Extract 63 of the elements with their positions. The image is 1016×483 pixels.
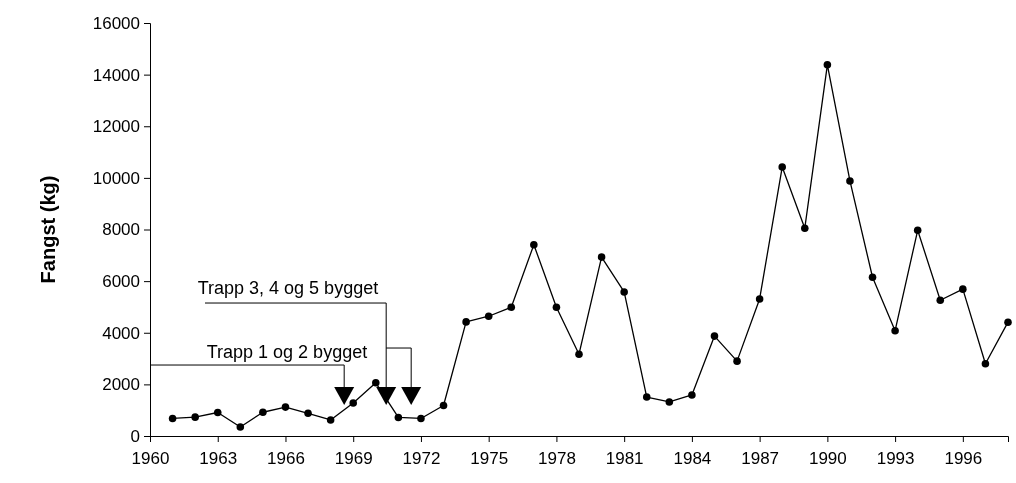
point <box>778 163 786 171</box>
point <box>213 408 222 417</box>
point <box>439 401 448 410</box>
point <box>642 393 651 401</box>
x-tick-label: 1978 <box>538 448 576 468</box>
x-tick-label: 1981 <box>605 448 644 468</box>
point <box>372 379 380 387</box>
point <box>891 326 899 335</box>
x-tick-label: 1966 <box>267 448 305 468</box>
y-tick-label: 16000 <box>92 13 140 33</box>
y-tick-label: 0 <box>130 426 140 446</box>
y-tick-label: 6000 <box>102 272 140 292</box>
point <box>484 312 493 321</box>
x-tick-label: 1969 <box>334 448 373 468</box>
point <box>959 285 967 293</box>
y-tick-label: 14000 <box>92 65 140 85</box>
point <box>394 413 403 422</box>
point <box>236 423 245 431</box>
x-tick-label: 1993 <box>876 448 915 468</box>
x-tick-label: 1996 <box>944 448 983 468</box>
x-tick-label: 1972 <box>402 448 441 468</box>
point <box>733 357 741 365</box>
point <box>823 61 832 69</box>
y-tick-label: 12000 <box>92 117 140 137</box>
point <box>688 391 696 399</box>
point <box>462 318 470 326</box>
y-axis-title: Fangst (kg) <box>37 175 59 284</box>
point <box>349 399 357 407</box>
point <box>710 332 719 340</box>
point <box>597 253 606 261</box>
point <box>801 224 809 232</box>
point <box>868 273 877 282</box>
point <box>552 303 561 311</box>
point <box>913 226 922 235</box>
y-tick-label: 8000 <box>102 220 140 240</box>
x-tick-label: 1960 <box>131 448 170 468</box>
annotation: Trapp 1 og 2 bygget <box>206 342 368 363</box>
y-tick-label: 4000 <box>102 323 140 343</box>
point <box>326 416 335 424</box>
x-tick-label: 1990 <box>808 448 847 468</box>
x-tick-label: 1963 <box>199 448 238 468</box>
point <box>417 414 425 423</box>
x-tick-label: 1987 <box>741 448 780 468</box>
point <box>507 303 516 311</box>
point <box>530 240 538 249</box>
x-tick-label: 1975 <box>470 448 509 468</box>
point <box>575 350 583 358</box>
point <box>304 409 312 418</box>
x-tick-label: 1984 <box>673 448 712 468</box>
point <box>665 398 674 406</box>
point <box>846 177 854 185</box>
point <box>755 295 764 303</box>
point <box>620 288 628 296</box>
point <box>259 408 267 417</box>
point <box>191 413 199 421</box>
point <box>281 403 290 411</box>
y-tick-label: 10000 <box>92 168 140 188</box>
point <box>1004 318 1012 326</box>
annotation: Trapp 3, 4 og 5 bygget <box>197 278 379 299</box>
point <box>981 359 990 368</box>
y-tick-label: 2000 <box>102 375 140 395</box>
point <box>936 296 945 304</box>
point <box>168 414 177 423</box>
